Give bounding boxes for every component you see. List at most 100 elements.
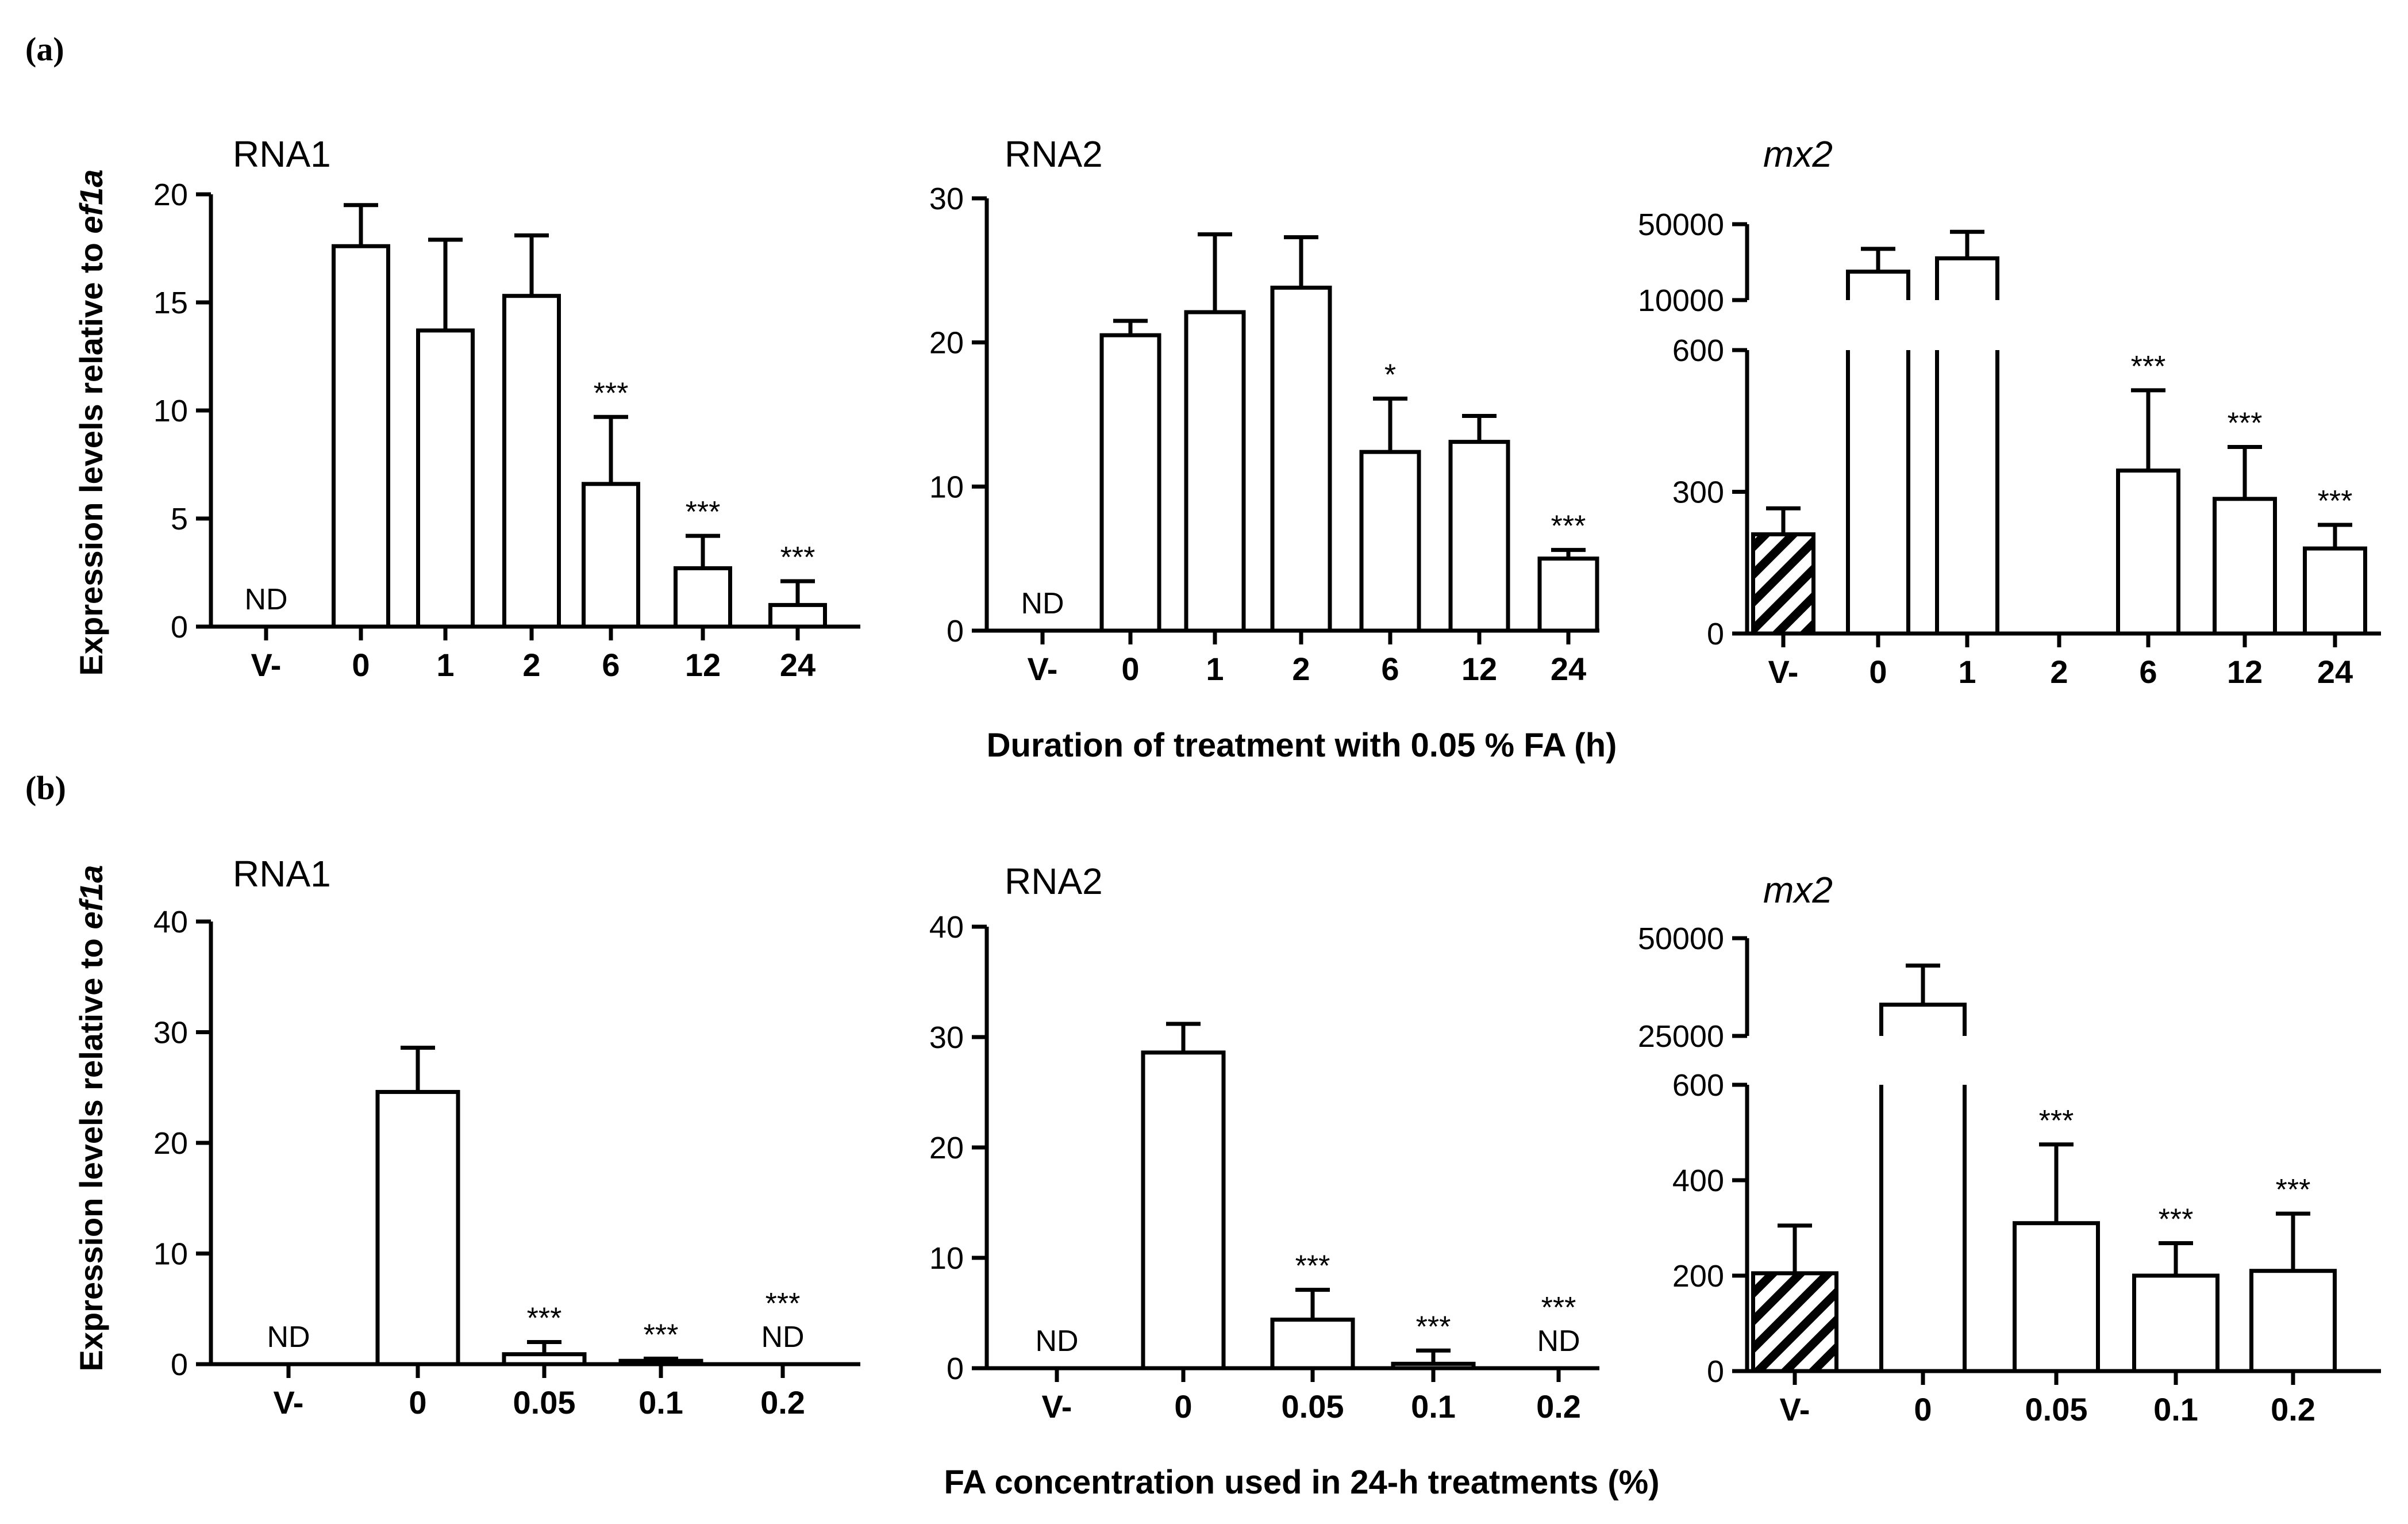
x-tick-label: 2 (522, 647, 540, 683)
bar-upper-segment (1846, 270, 1910, 300)
significance-label: *** (766, 1287, 801, 1320)
bar (1448, 440, 1510, 633)
x-tick-label: 0 (1121, 651, 1139, 687)
bar (1881, 1085, 1965, 1371)
x-tick-label: 2 (1292, 651, 1310, 687)
significance-label: *** (594, 377, 629, 410)
significance-label: *** (2276, 1173, 2311, 1207)
y-tick-label: 30 (153, 1016, 188, 1050)
chart-title: RNA1 (233, 133, 331, 175)
nd-label: ND (1021, 587, 1064, 620)
x-axis-label-b: FA concentration used in 24-h treatments… (944, 1464, 1659, 1501)
y-label-gene: ef1a (73, 865, 109, 930)
y-tick-label: 50000 (1638, 922, 1724, 956)
bar (1391, 1361, 1476, 1371)
bar (2116, 469, 2180, 636)
x-tick-label: 0.2 (2271, 1391, 2315, 1427)
chart-title: RNA2 (1005, 133, 1103, 175)
panel-b-label: (b) (25, 769, 66, 807)
y-label-gene: ef1a (73, 170, 109, 234)
x-tick-label: 0.1 (638, 1384, 683, 1421)
x-tick-label: 24 (780, 647, 816, 683)
x-tick-label: 1 (436, 647, 454, 683)
bar (1937, 350, 1998, 634)
bar (1848, 350, 1909, 634)
bar (1751, 1271, 1838, 1373)
significance-label: *** (686, 496, 721, 529)
x-tick-label: 1 (1958, 654, 1976, 690)
bar-upper-segment (1935, 256, 1999, 300)
y-tick-label: 20 (929, 326, 964, 360)
y-tick-label: 10000 (1638, 283, 1724, 318)
bar (502, 1352, 587, 1366)
y-tick-label: 15 (153, 286, 188, 320)
y-tick-label: 25000 (1638, 1019, 1724, 1054)
y-tick-label: 400 (1672, 1164, 1724, 1198)
x-tick-label: 0.2 (760, 1384, 805, 1421)
significance-label: *** (2318, 485, 2353, 518)
nd-label: ND (267, 1320, 310, 1354)
bar (1751, 532, 1815, 636)
x-tick-label: 0.05 (2025, 1391, 2088, 1427)
y-tick-label: 40 (929, 910, 964, 945)
x-tick-label: V- (274, 1384, 304, 1421)
y-tick-label: 300 (1672, 475, 1724, 510)
y-axis-label-b: Expression levels relative to ef1a (73, 865, 109, 1372)
x-tick-label: 0 (1869, 654, 1887, 690)
x-tick-label: 0 (1174, 1388, 1192, 1425)
significance-label: *** (644, 1318, 679, 1352)
y-tick-label: 0 (171, 610, 188, 644)
y-tick-label: 0 (947, 1352, 964, 1386)
bar (1184, 310, 1246, 633)
x-tick-label: V- (1780, 1391, 1810, 1427)
y-tick-label: 20 (153, 178, 188, 212)
significance-label: *** (1295, 1250, 1330, 1283)
significance-label: *** (1416, 1310, 1451, 1343)
y-label-prefix: Expression levels relative to (73, 930, 109, 1372)
nd-label: ND (761, 1320, 804, 1354)
x-tick-label: 6 (2139, 654, 2157, 690)
y-tick-label: 5 (171, 502, 188, 536)
x-tick-label: V- (1768, 654, 1799, 690)
bar-outline-lower (1879, 1085, 1967, 1373)
x-tick-label: V- (1042, 1388, 1072, 1425)
chart-title: mx2 (1763, 869, 1833, 911)
x-tick-label: 0.05 (1282, 1388, 1344, 1425)
x-tick-label: 0 (409, 1384, 426, 1421)
bar (2249, 1269, 2337, 1373)
bar-upper-segment (1879, 1003, 1967, 1036)
y-tick-label: 0 (171, 1348, 188, 1382)
chart-title: mx2 (1763, 133, 1833, 175)
significance-label: *** (1551, 510, 1586, 543)
y-tick-label: 0 (1707, 617, 1724, 651)
nd-label: ND (244, 583, 287, 616)
bar (768, 602, 827, 629)
bar-outline-lower (1846, 350, 1910, 636)
bar-outline-lower (1935, 350, 1999, 636)
significance-label: *** (1541, 1291, 1576, 1325)
panel-a-label: (a) (25, 30, 64, 68)
x-tick-label: 6 (1381, 651, 1399, 687)
bar (375, 1089, 460, 1366)
x-tick-label: 0.1 (1411, 1388, 1456, 1425)
significance-label: *** (780, 541, 816, 574)
y-tick-label: 10 (929, 470, 964, 504)
x-tick-label: 6 (602, 647, 620, 683)
bar (1270, 1318, 1355, 1371)
bar (1537, 556, 1599, 633)
x-tick-label: 24 (1551, 651, 1586, 687)
y-tick-label: 30 (929, 1020, 964, 1055)
bar (582, 482, 640, 629)
bar (2132, 1273, 2219, 1373)
x-tick-label: 0 (352, 647, 370, 683)
x-tick-label: 0.1 (2153, 1391, 2198, 1427)
x-tick-label: 2 (2050, 654, 2068, 690)
significance-label: *** (527, 1302, 562, 1335)
x-axis-label-a: Duration of treatment with 0.05 % FA (h) (987, 727, 1617, 764)
bar (332, 244, 390, 629)
y-label-prefix: Expression levels relative to (73, 234, 109, 676)
bar (502, 294, 561, 629)
x-tick-label: V- (251, 647, 282, 683)
